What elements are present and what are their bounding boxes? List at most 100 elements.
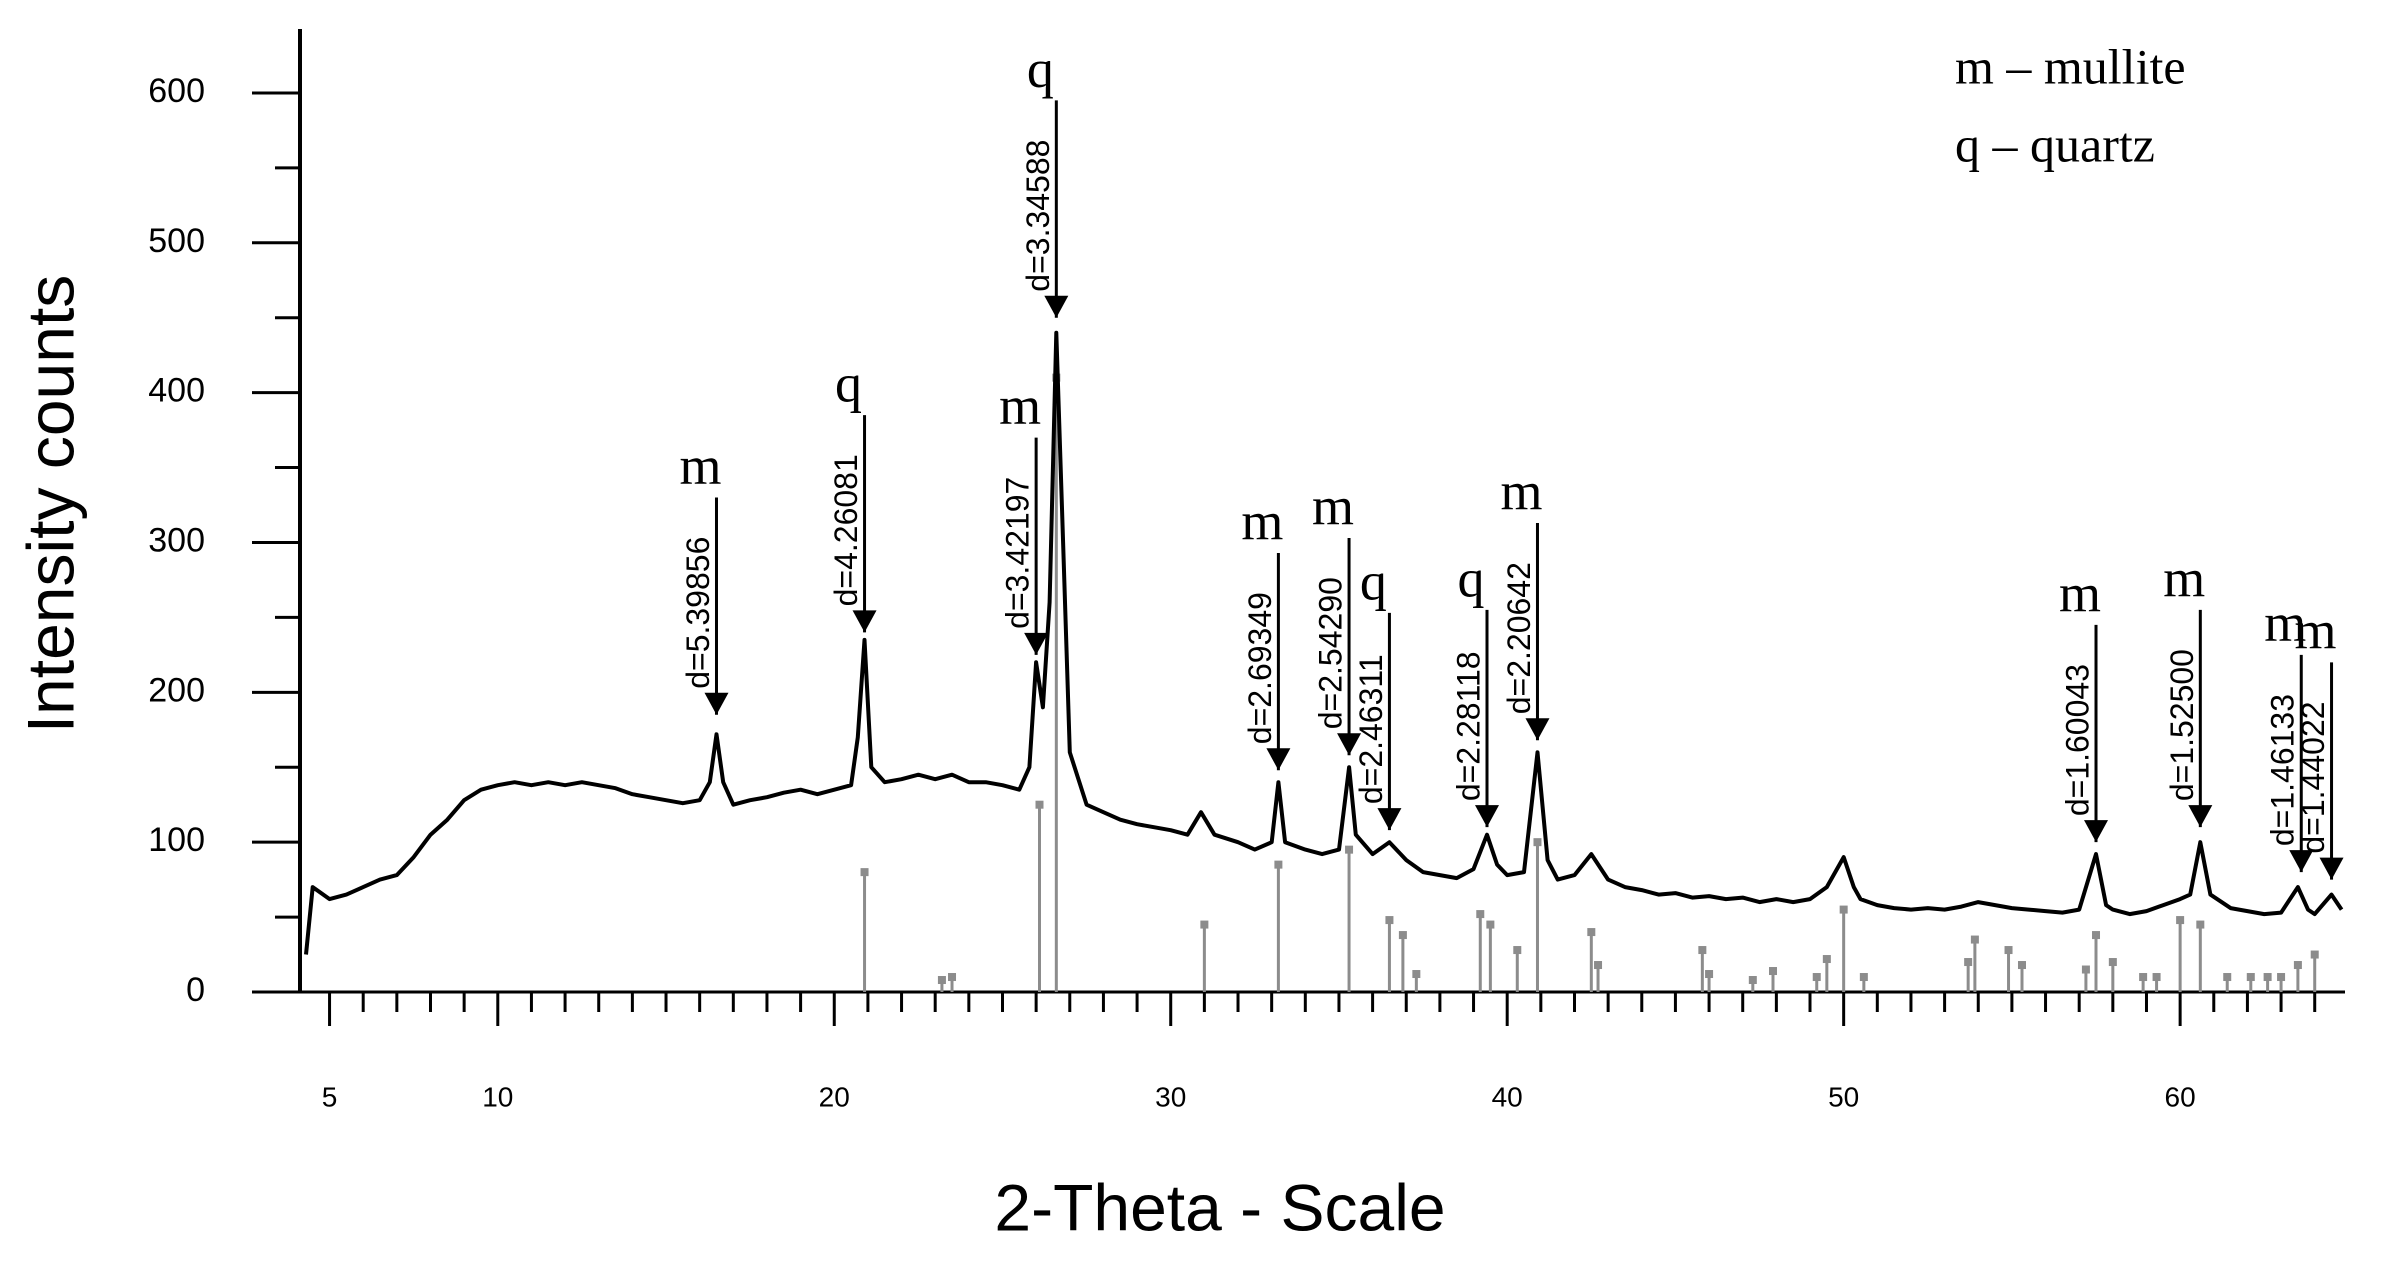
d-spacing-label: d=2.54290 <box>1313 577 1349 729</box>
peak-marker <box>2188 805 2213 828</box>
reference-cap <box>2293 961 2302 970</box>
reference-cap <box>2108 958 2117 967</box>
reference-cap <box>1970 935 1979 944</box>
reference-cap <box>2246 973 2255 982</box>
reference-cap <box>2092 931 2101 940</box>
reference-cap <box>1822 955 1831 964</box>
reference-cap <box>2017 961 2026 970</box>
reference-cap <box>2004 946 2013 955</box>
phase-label: m <box>1312 476 1354 536</box>
peak-marker <box>1377 808 1402 831</box>
x-tick-label: 5 <box>322 1081 338 1112</box>
x-tick-label: 10 <box>482 1081 513 1112</box>
phase-label: q <box>1027 39 1054 99</box>
peak-marker <box>1266 748 1291 771</box>
phase-label: m <box>2163 548 2205 608</box>
phase-label: m <box>2059 563 2101 623</box>
reference-cap <box>2139 973 2148 982</box>
reference-cap <box>860 868 869 877</box>
phase-label: m <box>1241 491 1283 551</box>
peak-marker <box>852 610 877 633</box>
reference-cap <box>2176 916 2185 925</box>
reference-cap <box>1200 920 1209 929</box>
reference-cap <box>2223 973 2232 982</box>
reference-cap <box>2196 920 2205 929</box>
d-spacing-label: d=1.46133 <box>2265 694 2301 846</box>
d-spacing-label: d=2.69349 <box>1242 592 1278 744</box>
reference-cap <box>1476 910 1485 919</box>
d-spacing-label: d=3.42197 <box>1000 477 1036 629</box>
d-spacing-label: d=1.60043 <box>2059 664 2095 816</box>
reference-cap <box>1748 976 1757 985</box>
peak-marker <box>2289 850 2314 873</box>
reference-cap <box>1964 958 1973 967</box>
phase-label: m <box>1500 461 1542 521</box>
diffraction-curve <box>304 330 2344 955</box>
reference-cap <box>1486 920 1495 929</box>
reference-cap <box>1385 916 1394 925</box>
legend-entry: m – mullite <box>1955 38 2186 94</box>
y-tick-label: 300 <box>148 521 205 559</box>
d-spacing-label: d=3.34588 <box>1020 140 1056 292</box>
y-tick-label: 500 <box>148 222 205 260</box>
d-spacing-label: d=4.26081 <box>828 454 864 606</box>
reference-cap <box>2081 965 2090 974</box>
reference-cap <box>948 973 957 982</box>
reference-cap <box>1412 970 1421 979</box>
phase-label: q <box>1360 551 1387 611</box>
d-spacing-label: d=1.52500 <box>2164 649 2200 801</box>
reference-cap <box>937 976 946 985</box>
reference-cap <box>1345 845 1354 854</box>
reference-cap <box>1587 928 1596 937</box>
d-spacing-label: d=2.20642 <box>1501 562 1537 714</box>
reference-cap <box>1859 973 1868 982</box>
reference-cap <box>1839 905 1848 914</box>
d-spacing-label: d=1.44022 <box>2295 701 2331 853</box>
peak-marker <box>2084 820 2109 843</box>
reference-cap <box>1698 946 1707 955</box>
phase-label: m <box>2264 593 2306 653</box>
reference-cap <box>1398 931 1407 940</box>
x-tick-label: 40 <box>1492 1081 1523 1112</box>
peak-marker <box>704 692 729 715</box>
peak-marker <box>2319 857 2344 880</box>
reference-cap <box>2263 973 2272 982</box>
phase-label: m <box>679 436 721 496</box>
peak-marker <box>1024 632 1049 655</box>
peak-marker <box>1337 733 1362 756</box>
y-tick-label: 600 <box>148 72 205 110</box>
reference-cap <box>1513 946 1522 955</box>
x-tick-label: 50 <box>1828 1081 1859 1112</box>
reference-cap <box>1533 838 1542 847</box>
phase-label: m <box>2295 601 2337 661</box>
y-tick-label: 0 <box>186 971 205 1009</box>
legend-entry: q – quartz <box>1955 116 2155 172</box>
reference-cap <box>1705 970 1714 979</box>
reference-cap <box>2277 973 2286 982</box>
phase-label: q <box>835 353 862 413</box>
peak-marker <box>1525 718 1550 741</box>
x-tick-label: 30 <box>1155 1081 1186 1112</box>
x-tick-label: 60 <box>2165 1081 2196 1112</box>
y-axis-title: Intensity counts <box>13 275 87 734</box>
reference-cap <box>2152 973 2161 982</box>
peak-marker <box>1475 805 1500 828</box>
reference-cap <box>2310 950 2319 959</box>
d-spacing-label: d=2.46311 <box>1353 654 1389 804</box>
y-tick-label: 400 <box>148 372 205 410</box>
reference-cap <box>1769 967 1778 976</box>
x-axis-title: 2-Theta - Scale <box>994 1170 1445 1244</box>
phase-label: m <box>999 376 1041 436</box>
y-tick-label: 200 <box>148 671 205 709</box>
peak-marker <box>1044 295 1069 318</box>
reference-cap <box>1812 973 1821 982</box>
d-spacing-label: d=2.28118 <box>1450 651 1486 801</box>
reference-cap <box>1035 800 1044 809</box>
y-tick-label: 100 <box>148 821 205 859</box>
x-tick-label: 20 <box>819 1081 850 1112</box>
reference-cap <box>1274 860 1283 869</box>
phase-label: q <box>1458 548 1485 608</box>
d-spacing-label: d=5.39856 <box>680 537 716 689</box>
